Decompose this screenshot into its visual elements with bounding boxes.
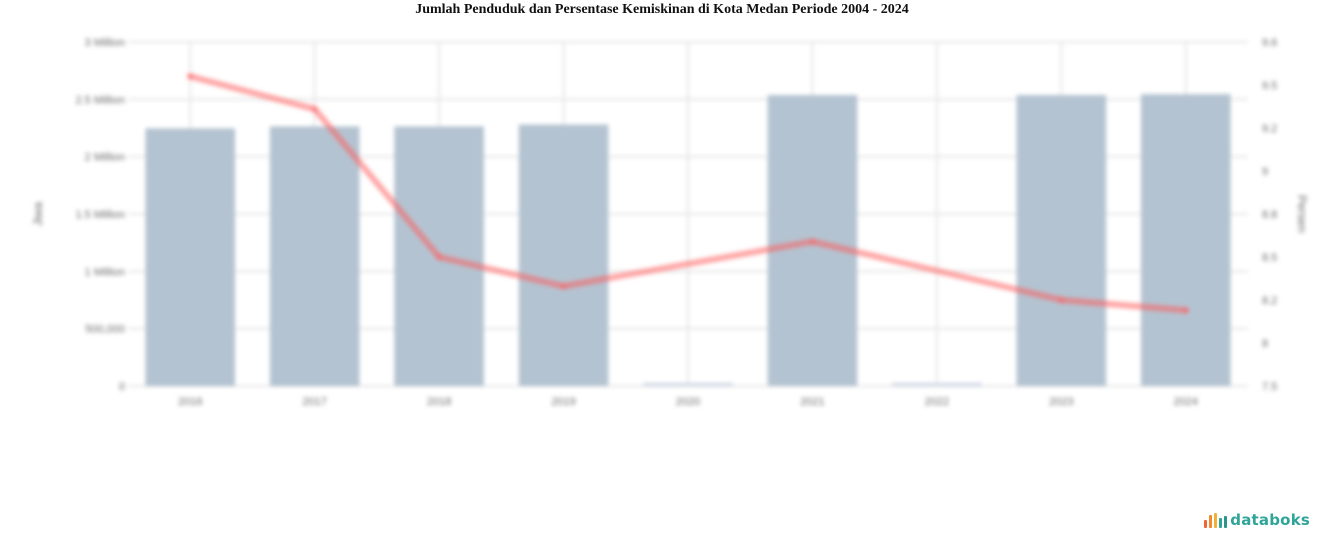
y-tick-label: 2.5 Million: [75, 94, 125, 106]
line-point: [560, 283, 567, 290]
databoks-logo-icon: [1204, 512, 1228, 528]
x-tick-label: 2017: [302, 396, 326, 408]
line-point: [436, 254, 443, 260]
logo-mark-bar: [1209, 514, 1213, 528]
y2-tick-label: 8.5: [1262, 252, 1277, 264]
x-tick-label: 2022: [925, 396, 949, 408]
bar: [1016, 95, 1107, 386]
bar: [269, 126, 360, 387]
left-axis-ticks: 0 500,000 1 Million 1.5 Million 2 Million 2.5…: [75, 37, 125, 393]
y-tick-label: 500,000: [85, 324, 125, 336]
line-point: [809, 238, 816, 245]
databoks-logo-text: databoks: [1230, 511, 1310, 529]
x-tick-label: 2020: [676, 396, 700, 408]
logo-mark-bar: [1219, 517, 1223, 528]
line-point: [187, 73, 194, 80]
x-tick-label: 2019: [551, 396, 575, 408]
bar: [518, 124, 609, 386]
x-tick-label: 2023: [1049, 396, 1073, 408]
bar-empty: [892, 383, 982, 386]
bar-series: [145, 94, 1231, 387]
x-tick-label: 2018: [427, 396, 451, 408]
y2-tick-label: 8.2: [1262, 295, 1277, 307]
y2-tick-label: 8: [1262, 338, 1268, 350]
x-tick-label: 2024: [1174, 396, 1198, 408]
x-axis-ticks: 2016 2017 2018 2019 2020 2021 2022 2023 2024: [178, 396, 1198, 408]
y2-tick-label: 9.2: [1262, 123, 1277, 135]
plot-area: 0 500,000 1 Million 1.5 Million 2 Million 2.5…: [31, 37, 1309, 408]
bar: [145, 128, 236, 386]
bar-empty: [643, 383, 733, 386]
y-tick-label: 1 Million: [85, 266, 125, 278]
line-series: [187, 73, 1189, 314]
logo-mark-bar: [1204, 519, 1208, 528]
y2-tick-label: 9.5: [1262, 80, 1277, 92]
x-tick-label: 2021: [800, 396, 824, 408]
line-point: [1058, 297, 1065, 303]
y2-tick-label: 9: [1262, 166, 1268, 178]
y-tick-label: 2 Million: [85, 152, 125, 164]
y2-tick-label: 8.8: [1262, 209, 1277, 221]
line-point: [311, 106, 318, 113]
databoks-logo[interactable]: databoks: [1204, 511, 1310, 529]
y-axis-label: Jiwa: [31, 202, 45, 226]
chart-title: Jumlah Penduduk dan Persentase Kemiskina…: [415, 2, 909, 17]
x-tick-label: 2016: [178, 396, 202, 408]
y-tick-label: 1.5 Million: [75, 209, 125, 221]
y-tick-label: 3 Million: [85, 37, 125, 49]
line-point: [1182, 307, 1189, 314]
y2-axis-label: Persen: [1295, 195, 1309, 233]
y-tick-label: 0: [119, 381, 125, 393]
logo-mark-bar: [1214, 512, 1218, 528]
right-axis-ticks: 7.5 8 8.2 8.5 8.8 9 9.2 9.5 9.6: [1262, 37, 1277, 393]
logo-mark-bar: [1224, 515, 1228, 528]
y2-tick-label: 9.6: [1262, 37, 1277, 49]
y2-tick-label: 7.5: [1262, 381, 1277, 393]
bar: [1140, 94, 1231, 386]
